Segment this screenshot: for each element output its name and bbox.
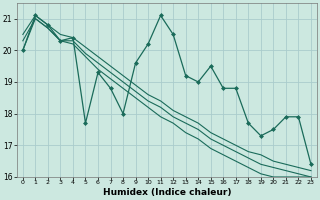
X-axis label: Humidex (Indice chaleur): Humidex (Indice chaleur)	[103, 188, 231, 197]
